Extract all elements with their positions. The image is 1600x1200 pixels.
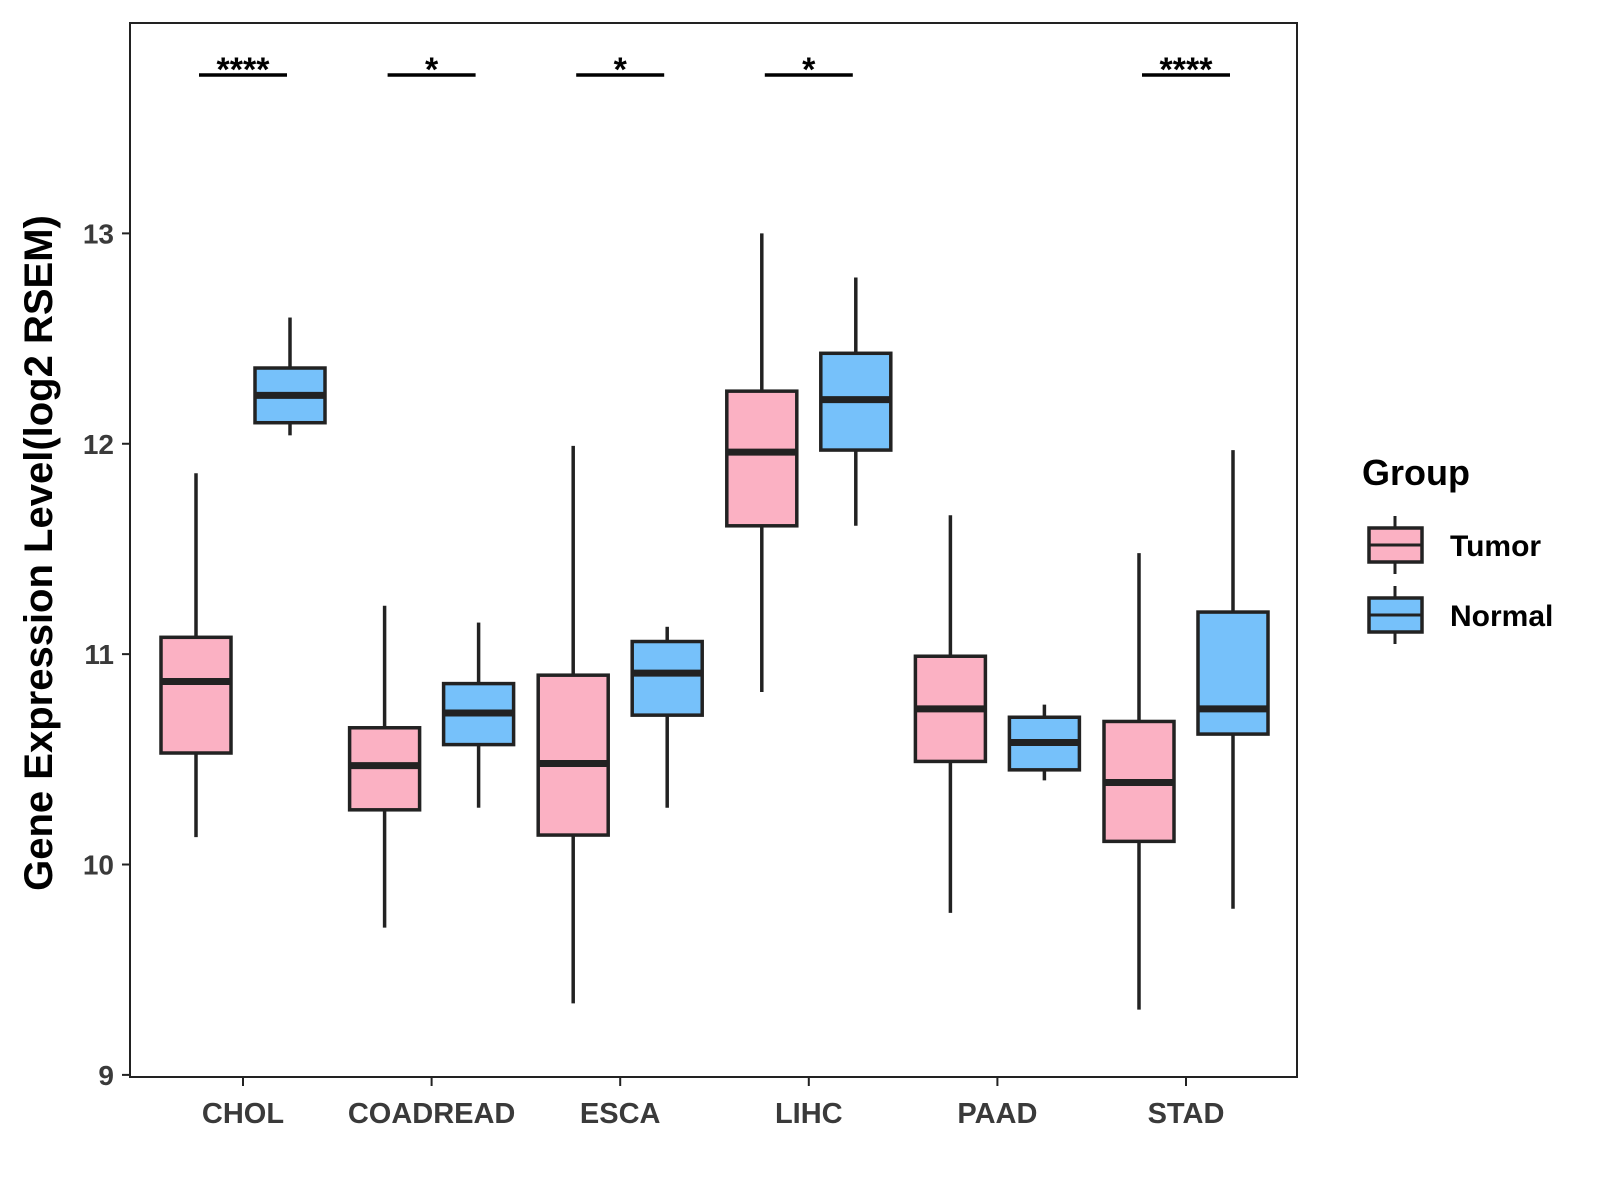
box-tumor-paad [913,515,988,913]
box-body [1196,610,1270,736]
panel-layer [129,22,1298,1078]
box-body [159,635,233,755]
boxes-layer [159,233,1270,1010]
box-normal-lihc [819,277,893,526]
y-tick-label: 10 [83,850,114,881]
significance-label: * [425,51,439,89]
legend-label-normal: Normal [1450,600,1553,633]
legend-label-tumor: Tumor [1450,530,1541,563]
x-tick-label: ESCA [580,1098,661,1130]
box-tumor-lihc [725,233,799,693]
x-tick-label: STAD [1148,1098,1225,1130]
legend-key-tumor [1367,516,1424,574]
box-body [536,673,610,837]
significance-label: **** [1160,51,1214,89]
significance-label: * [614,51,628,89]
y-tick-label: 11 [84,639,114,670]
x-tick-label: CHOL [202,1098,284,1130]
box-normal-esca [630,626,704,808]
y-tick-label: 13 [83,218,114,249]
legend-key-normal [1367,586,1424,644]
y-tick-label: 12 [83,429,114,460]
box-normal-coadread [441,622,516,808]
significance-label: **** [217,51,271,89]
box-tumor-stad [1102,553,1176,1010]
x-tick-label: COADREAD [348,1098,516,1130]
box-normal-chol [253,317,327,436]
significance-layer: **** * * * **** [199,51,1230,89]
x-tick-label: PAAD [957,1098,1037,1130]
box-tumor-coadread [347,605,422,928]
box-normal-paad [1007,704,1082,781]
y-tick-label: 9 [98,1060,114,1091]
legend-title: Group [1362,452,1470,493]
box-normal-stad [1196,450,1270,909]
plot-panel-border [129,22,1298,1078]
axes-layer: 9 10 11 12 13 CHOL COADREAD ESCA LIHC PAAD STAD [83,218,1225,1130]
significance-label: * [802,51,816,89]
box-tumor-chol [159,473,233,838]
legend-layer: Group Tumor Normal [1362,452,1553,644]
box-tumor-esca [536,445,610,1004]
y-axis-title: Gene Expression Level(log2 RSEM) [17,215,61,891]
box-body [630,639,704,717]
x-tick-label: LIHC [775,1098,843,1130]
box-body [725,389,799,528]
